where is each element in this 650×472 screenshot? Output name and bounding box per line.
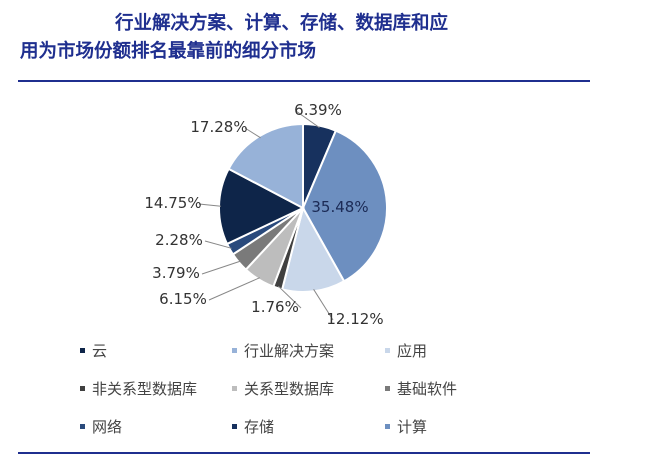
legend-item-4: 非关系型数据库 xyxy=(80,378,197,399)
chart-title-line-2: 用为市场份额排名最靠前的细分市场 xyxy=(20,41,317,62)
legend-label: 非关系型数据库 xyxy=(92,380,198,398)
legend-label: 基础软件 xyxy=(397,380,458,398)
leader-line-8 xyxy=(198,203,222,207)
leader-line-7 xyxy=(204,240,232,249)
chart-title: 行业解决方案、计算、存储、数据库和应 用为市场份额排名最靠前的细分市场 xyxy=(20,10,600,66)
legend-label: 关系型数据库 xyxy=(244,380,335,398)
legend-item-9: 计算 xyxy=(385,416,427,437)
data-label-1: 6.39% xyxy=(294,101,342,119)
legend-item-7: 网络 xyxy=(80,416,122,437)
legend-label: 存储 xyxy=(244,418,275,436)
leader-line-9 xyxy=(244,127,261,139)
leader-line-5 xyxy=(208,277,261,301)
legend-swatch xyxy=(232,424,237,429)
legend-item-2: 行业解决方案 xyxy=(232,340,334,361)
title-divider xyxy=(18,80,590,82)
data-label-8: 14.75% xyxy=(144,194,201,212)
legend-swatch xyxy=(385,424,390,429)
chart-title-line-1: 行业解决方案、计算、存储、数据库和应 xyxy=(115,13,449,34)
legend-label: 计算 xyxy=(397,418,428,436)
legend-swatch xyxy=(232,348,237,353)
legend-label: 网络 xyxy=(92,418,123,436)
legend-swatch xyxy=(232,386,237,391)
legend-swatch xyxy=(80,348,85,353)
legend-swatch xyxy=(80,424,85,429)
data-label-9: 17.28% xyxy=(190,118,247,136)
legend-item-6: 基础软件 xyxy=(385,378,457,399)
legend-label: 行业解决方案 xyxy=(244,342,335,360)
data-label-5: 6.15% xyxy=(159,290,207,308)
legend-item-3: 应用 xyxy=(385,340,427,361)
legend-swatch xyxy=(385,386,390,391)
leader-line-3 xyxy=(313,289,334,321)
data-label-4: 1.76% xyxy=(251,298,299,316)
data-label-3: 12.12% xyxy=(326,310,383,328)
legend-swatch xyxy=(80,386,85,391)
leader-line-6 xyxy=(201,260,241,275)
data-label-2: 35.48% xyxy=(311,198,368,216)
legend-label: 云 xyxy=(92,342,108,360)
bottom-divider xyxy=(18,452,590,454)
leader-line-4 xyxy=(277,285,302,309)
legend-label: 应用 xyxy=(397,342,428,360)
pie-slice-9 xyxy=(227,122,304,210)
legend-swatch xyxy=(385,348,390,353)
legend-item-1: 云 xyxy=(80,340,107,361)
legend-item-8: 存储 xyxy=(232,416,274,437)
data-label-6: 3.79% xyxy=(152,264,200,282)
leader-line-1 xyxy=(295,110,320,129)
legend-item-5: 关系型数据库 xyxy=(232,378,334,399)
data-label-7: 2.28% xyxy=(155,231,203,249)
